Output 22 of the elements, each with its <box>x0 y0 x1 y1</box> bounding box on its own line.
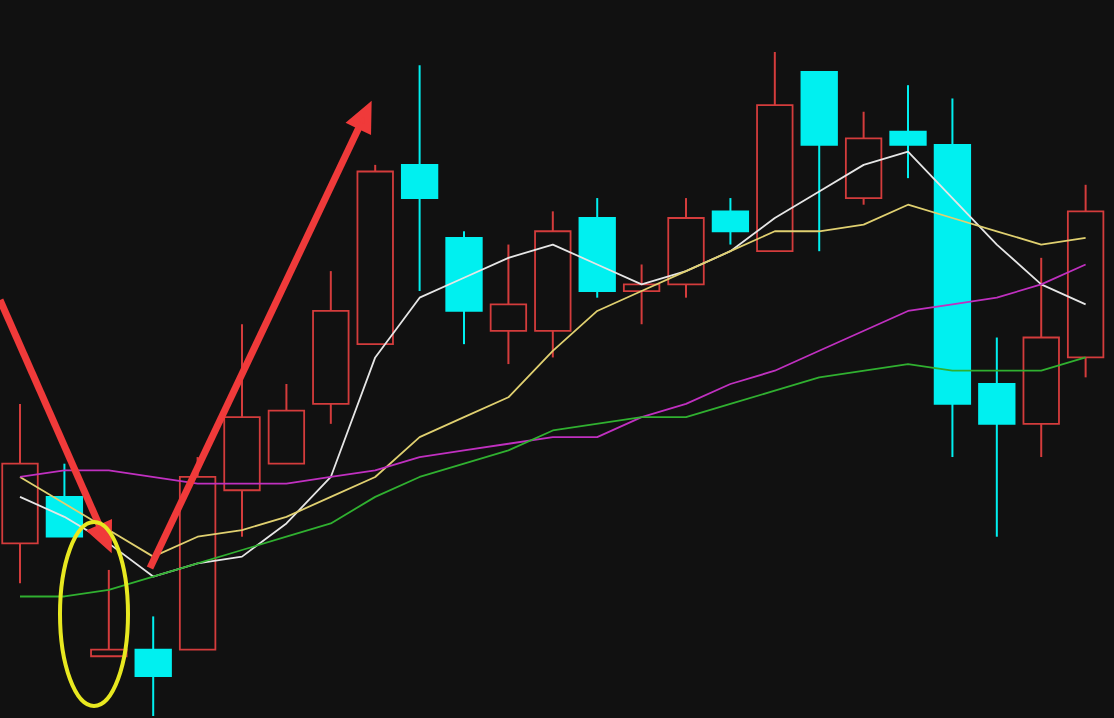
candlestick <box>445 230 483 346</box>
candlestick <box>1022 256 1060 459</box>
candlestick <box>667 197 705 299</box>
candlestick <box>978 336 1016 538</box>
candlestick <box>223 323 261 538</box>
candlestick <box>844 110 883 206</box>
candlestick <box>312 270 350 425</box>
candlestick <box>622 263 661 326</box>
candlestick <box>578 197 616 299</box>
candlestick <box>489 243 528 366</box>
candlestick <box>933 97 972 459</box>
candlestick <box>90 568 128 658</box>
candlestick <box>534 210 572 359</box>
candlestick <box>756 50 794 253</box>
candlestick <box>267 383 306 465</box>
candlestick <box>889 84 927 180</box>
candlestick <box>800 71 838 253</box>
candlestick <box>356 163 394 346</box>
candlestick <box>1 402 39 585</box>
candlestick <box>134 615 172 718</box>
candlestick <box>1066 183 1105 379</box>
candlestick <box>400 64 439 293</box>
